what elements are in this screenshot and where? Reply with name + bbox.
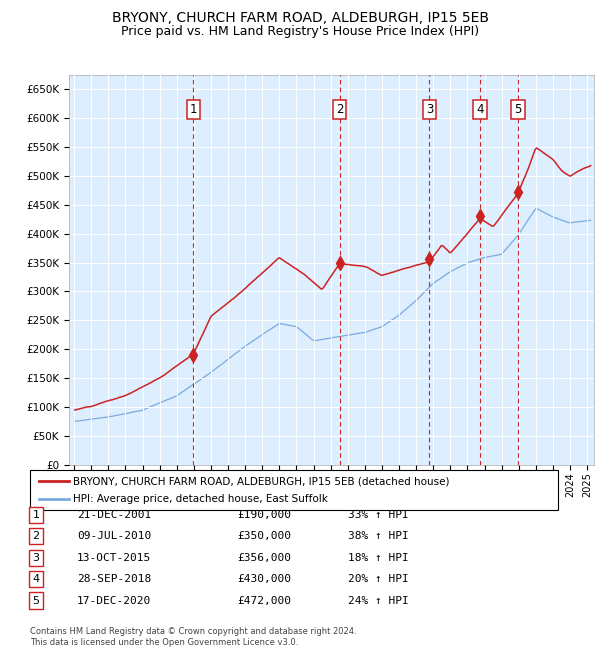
Text: 28-SEP-2018: 28-SEP-2018	[77, 574, 151, 584]
Text: 38% ↑ HPI: 38% ↑ HPI	[347, 531, 409, 541]
Text: £350,000: £350,000	[237, 531, 291, 541]
Text: 2: 2	[32, 531, 40, 541]
Text: 17-DEC-2020: 17-DEC-2020	[77, 595, 151, 606]
Text: 33% ↑ HPI: 33% ↑ HPI	[347, 510, 409, 520]
Text: BRYONY, CHURCH FARM ROAD, ALDEBURGH, IP15 5EB (detached house): BRYONY, CHURCH FARM ROAD, ALDEBURGH, IP1…	[73, 476, 450, 486]
Text: 4: 4	[476, 103, 484, 116]
Text: 3: 3	[32, 552, 40, 563]
Text: 1: 1	[32, 510, 40, 520]
Text: Price paid vs. HM Land Registry's House Price Index (HPI): Price paid vs. HM Land Registry's House …	[121, 25, 479, 38]
Text: HPI: Average price, detached house, East Suffolk: HPI: Average price, detached house, East…	[73, 494, 328, 504]
Text: 4: 4	[32, 574, 40, 584]
Text: £190,000: £190,000	[237, 510, 291, 520]
Text: 20% ↑ HPI: 20% ↑ HPI	[347, 574, 409, 584]
Text: 09-JUL-2010: 09-JUL-2010	[77, 531, 151, 541]
Text: £356,000: £356,000	[237, 552, 291, 563]
Text: BRYONY, CHURCH FARM ROAD, ALDEBURGH, IP15 5EB: BRYONY, CHURCH FARM ROAD, ALDEBURGH, IP1…	[112, 11, 488, 25]
Text: Contains HM Land Registry data © Crown copyright and database right 2024.
This d: Contains HM Land Registry data © Crown c…	[30, 627, 356, 647]
Text: 5: 5	[514, 103, 522, 116]
Text: 5: 5	[32, 595, 40, 606]
Text: 1: 1	[190, 103, 197, 116]
Text: 24% ↑ HPI: 24% ↑ HPI	[347, 595, 409, 606]
Text: 2: 2	[336, 103, 343, 116]
Text: 13-OCT-2015: 13-OCT-2015	[77, 552, 151, 563]
Text: £430,000: £430,000	[237, 574, 291, 584]
Text: 3: 3	[426, 103, 433, 116]
Text: 21-DEC-2001: 21-DEC-2001	[77, 510, 151, 520]
Text: 18% ↑ HPI: 18% ↑ HPI	[347, 552, 409, 563]
Text: £472,000: £472,000	[237, 595, 291, 606]
